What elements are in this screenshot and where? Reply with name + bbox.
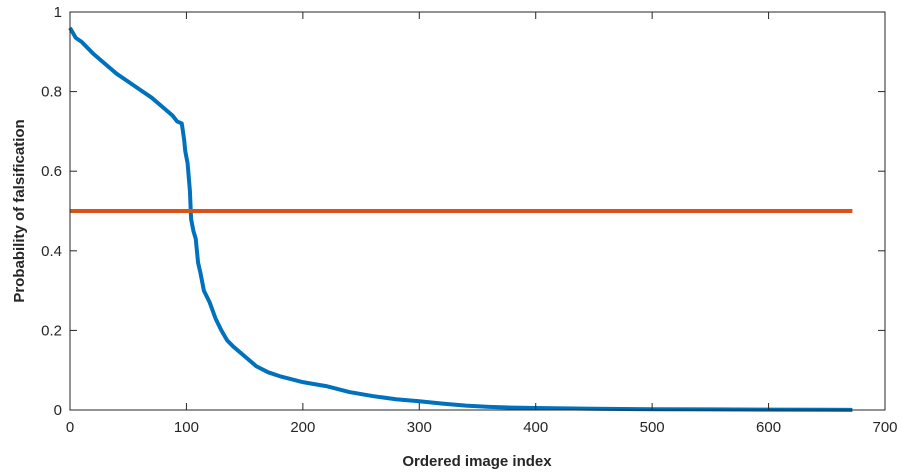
y-tick-label: 1: [54, 4, 62, 21]
y-tick-label: 0.4: [41, 243, 62, 260]
y-tick-label: 0.2: [41, 322, 62, 339]
x-axis-label: Ordered image index: [402, 453, 552, 470]
x-tick-label: 100: [174, 419, 199, 436]
x-tick-label: 0: [66, 419, 74, 436]
series-line-1: [68, 26, 853, 412]
x-tick-label: 600: [756, 419, 781, 436]
y-axis-label: Probability of falsification: [11, 119, 28, 302]
y-axis: 0 0.2 0.4 0.6 0.8 1: [41, 4, 885, 419]
y-tick-label: 0.8: [41, 84, 62, 101]
x-axis: 0 100 200 300 400 500 600 700: [66, 12, 898, 436]
series-layer: [68, 26, 853, 412]
x-tick-label: 700: [872, 419, 897, 436]
x-tick-label: 300: [407, 419, 432, 436]
x-tick-label: 400: [523, 419, 548, 436]
y-tick-label: 0.6: [41, 163, 62, 180]
x-tick-label: 500: [640, 419, 665, 436]
x-tick-label: 200: [290, 419, 315, 436]
y-tick-label: 0: [54, 402, 62, 419]
axes-box: [69, 11, 886, 411]
